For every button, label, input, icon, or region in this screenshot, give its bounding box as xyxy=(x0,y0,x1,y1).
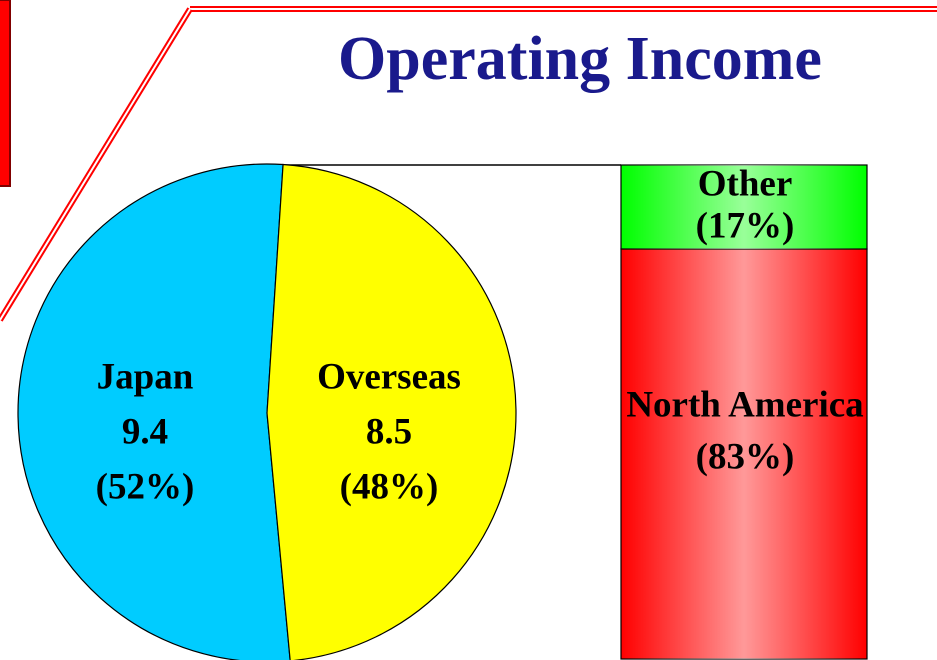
page-number: 31 xyxy=(903,656,931,660)
data-label: Overseas xyxy=(317,356,461,397)
pie-slice xyxy=(266,163,517,660)
pie-slice xyxy=(17,163,291,660)
data-label: North America xyxy=(626,384,863,425)
data-label: (52%) xyxy=(96,466,195,507)
data-label: (83%) xyxy=(696,436,795,477)
data-label: (48%) xyxy=(340,466,439,507)
diagonal-rule-inner xyxy=(0,8,191,321)
slide-title: Operating Income xyxy=(338,25,822,93)
data-label: Japan xyxy=(97,356,194,397)
charts: Japan 9.4 (52%) Overseas 8.5 (48%) North Ameri… xyxy=(17,163,868,660)
data-label: Other xyxy=(698,163,793,204)
data-label: (17%) xyxy=(696,205,795,246)
data-label: 8.5 xyxy=(366,411,412,452)
data-label: 9.4 xyxy=(122,411,168,452)
side-tab xyxy=(0,0,11,187)
